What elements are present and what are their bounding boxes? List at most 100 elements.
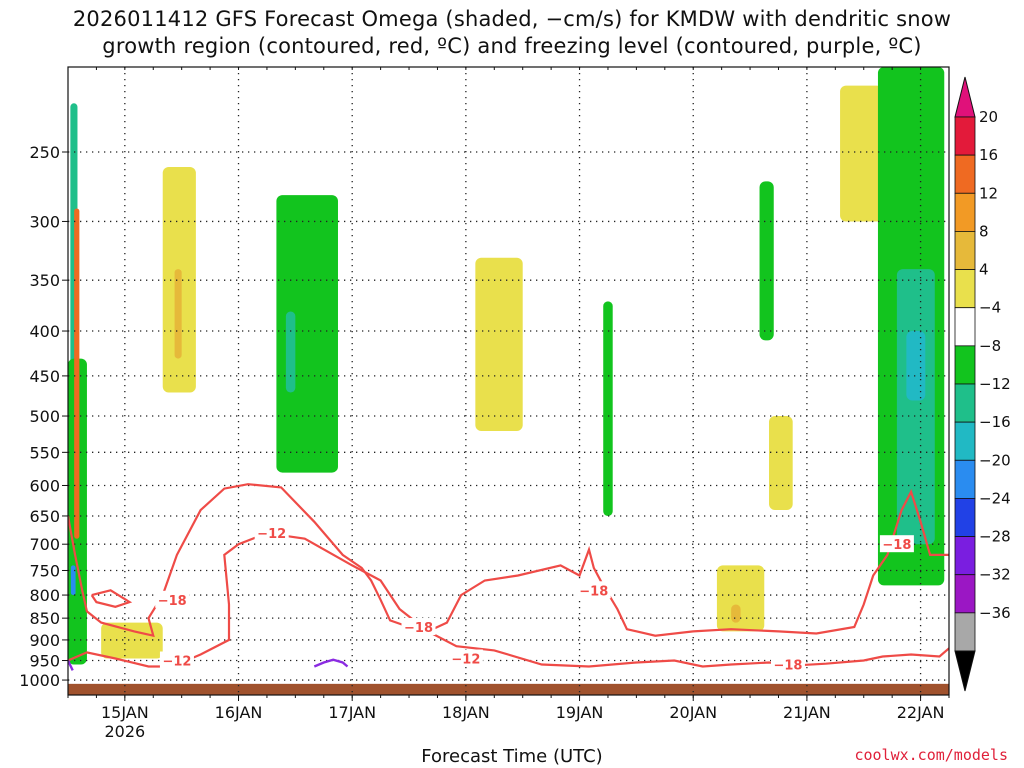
colorbar-swatch-4 [954,269,976,309]
contour-label-2: −12 [257,527,286,542]
colorbar-swatch-0 [954,116,976,156]
contour-label-bg-3 [401,618,436,636]
contour-label-6: −18 [773,659,802,674]
ytick-label-300: 300 [29,212,60,231]
xtick-label-0: 15JAN [101,703,149,722]
omega-jan22-rise-center [906,331,926,401]
colorbar-swatch-12 [954,574,976,614]
omega-jan15-lowlevel-sink [101,622,163,659]
colorbar-label-6: −8 [979,337,1001,355]
colorbar-bottom-arrow [954,650,976,692]
colorbar-label-2: 12 [979,184,998,202]
colorbar-label-12: −32 [979,566,1011,584]
title-line-2: growth region (contoured, red, ºC) and f… [102,34,922,58]
site-credit: coolwx.com/models [854,746,1008,764]
omega-shading [68,67,945,665]
omega-jan20-sink [716,565,765,632]
omega-jan16-rise [276,195,338,473]
colorbar-swatch-11 [954,536,976,576]
colorbar-label-7: −12 [979,375,1011,393]
xtick-label-1: 16JAN [215,703,263,722]
colorbar-label-8: −16 [979,413,1011,431]
ytick-label-750: 750 [29,561,60,580]
colorbar-label-13: −36 [979,604,1011,622]
contour-label-5: −18 [579,584,608,599]
colorbar-swatch-5 [954,307,976,347]
ground-layer [68,683,949,695]
omega-early-sink-strip [74,208,80,539]
colorbar-swatch-7 [954,383,976,423]
contour-label-bg-1 [159,651,194,669]
colorbar-swatch-3 [954,231,976,270]
contour-label-0: −18 [158,594,187,609]
dgz-contours: −18 −12 −12 −18 −12 −18 −18 −18 [68,483,949,674]
ytick-label-350: 350 [29,271,60,290]
title-line-1: 2026011412 GFS Forecast Omega (shaded, −… [72,7,952,31]
ytick-label-800: 800 [29,586,60,605]
colorbar-label-1: 16 [979,146,998,164]
freezing-level-edge [68,659,74,671]
xtick-label-6: 21JAN [783,703,831,722]
ytick-label-650: 650 [29,507,60,526]
ytick-label-700: 700 [29,535,60,554]
contour-label-4: −12 [451,653,480,668]
contour-label-3: −18 [404,621,433,636]
colorbar: 20 16 12 8 4 −4 −8 −12 −16 −20 −24 −28 −32 −36 [954,76,1011,692]
ground-surface [68,683,949,695]
contour-label-bg-2 [254,524,289,542]
contour-label-7: −18 [882,538,911,553]
contour-label-bg-6 [770,655,805,673]
omega-jan22-rise-core [896,269,935,545]
colorbar-swatch-9 [954,459,976,499]
omega-jan16-rise-core [285,311,296,393]
chart-title: 2026011412 GFS Forecast Omega (shaded, −… [0,6,1024,60]
contour-label-bg-7 [879,535,914,553]
contour-line-lower [68,532,949,668]
ytick-label-850: 850 [29,609,60,628]
omega-jan21-sink [840,85,883,222]
ytick-label-900: 900 [29,631,60,650]
omega-jan18-sink [475,257,523,431]
colorbar-label-3: 8 [979,222,989,240]
ytick-label-450: 450 [29,367,60,386]
colorbar-swatch-1 [954,154,976,194]
colorbar-label-9: −20 [979,451,1011,469]
colorbar-swatch-13 [954,612,976,652]
ytick-label-400: 400 [29,322,60,341]
colorbar-swatch-2 [954,192,976,232]
ytick-label-1000: 1000 [19,671,60,690]
xtick-label-2: 17JAN [328,703,376,722]
xtick-label-4: 19JAN [556,703,604,722]
colorbar-top-arrow [954,76,976,118]
x-axis-label: Forecast Time (UTC) [421,746,603,767]
colorbar-swatch-6 [954,345,976,385]
xtick-sublabel-0: 2026 [104,722,145,741]
colorbar-swatch-10 [954,498,976,537]
colorbar-label-10: −24 [979,489,1011,507]
ytick-label-950: 950 [29,652,60,671]
xtick-label-5: 20JAN [669,703,717,722]
plot-frame [67,66,950,696]
colorbar-label-4: 4 [979,261,989,279]
contour-loop-small [90,589,133,608]
omega-early-core-blue [70,565,76,596]
omega-jan20-sink-upper [769,416,793,511]
omega-jan20-rise [759,181,774,341]
contour-label-bg-0 [155,590,190,608]
ytick-label-600: 600 [29,476,60,495]
colorbar-label-11: −28 [979,528,1011,546]
omega-jan20-sink-orange [731,604,741,623]
omega-jan19-rise [603,301,613,516]
ytick-label-250: 250 [29,143,60,162]
ytick-label-500: 500 [29,407,60,426]
colorbar-label-5: −4 [979,299,1001,317]
contour-label-bg-5 [576,581,611,599]
xtick-label-7: 22JAN [897,703,945,722]
colorbar-swatch-8 [954,421,976,461]
contour-label-bg-4 [448,649,483,667]
colorbar-label-0: 20 [979,108,998,126]
contour-label-1: −12 [162,655,191,670]
y-axis: 250 300 350 400 450 500 550 600 650 700 750 800 850 9… [19,143,68,690]
